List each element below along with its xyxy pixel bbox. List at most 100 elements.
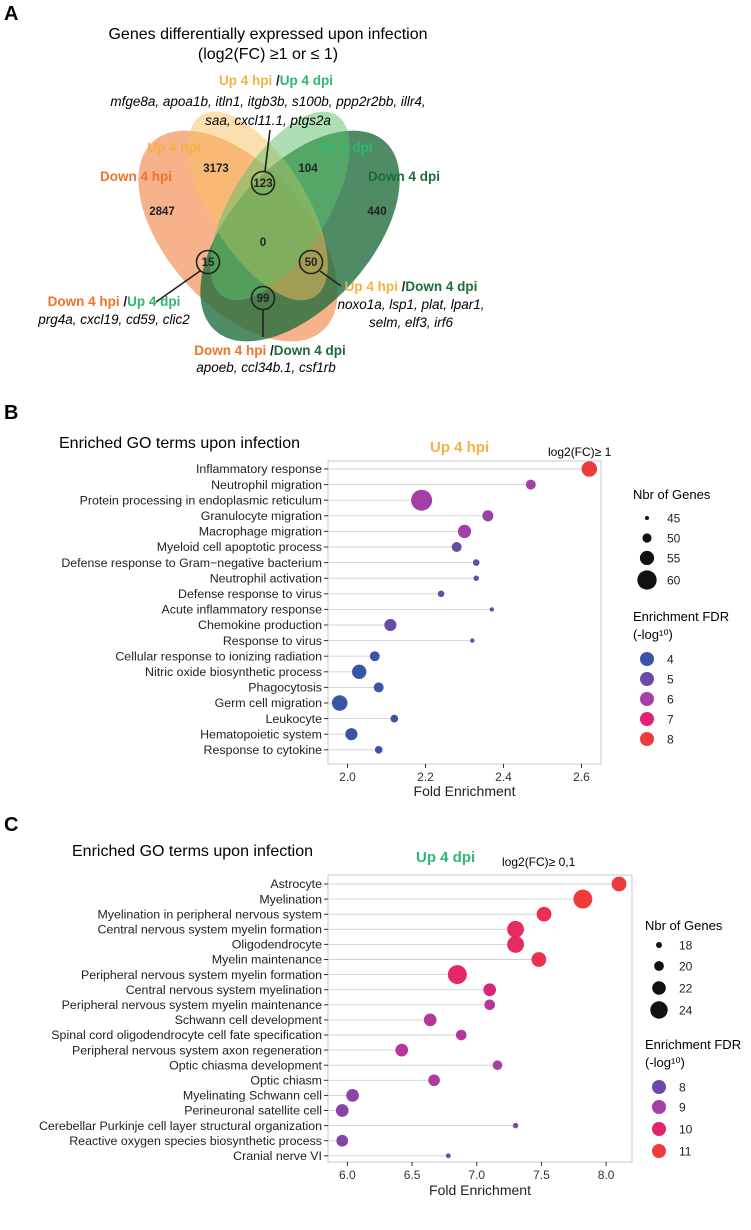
go-term-point [525, 479, 536, 490]
go-term-point [512, 1122, 519, 1129]
x-tick-label: 8.0 [598, 1168, 615, 1182]
plot-area [327, 874, 633, 1163]
panel-c-size-legend: 18 20 22 24 [650, 939, 693, 1019]
size-legend-dot [637, 570, 657, 590]
size-legend-dot [639, 550, 655, 566]
highlight-circle-50 [298, 249, 324, 275]
go-term-label: Spinal cord oligodendrocyte cell fate sp… [51, 1028, 322, 1042]
plot-area [327, 460, 602, 765]
size-legend-label: 18 [679, 939, 693, 953]
color-legend-label: 6 [667, 693, 674, 707]
count-down-4-hpi-up-4-dpi: 15 [202, 257, 215, 269]
color-legend-dot [640, 692, 654, 706]
go-term-label: Protein processing in endoplasmic reticu… [80, 493, 322, 507]
count-down-4-hpi-down-4-dpi: 99 [257, 293, 270, 305]
go-term-label: Neutrophil activation [210, 571, 322, 585]
go-term-point [345, 728, 358, 741]
go-term-point [455, 1029, 467, 1041]
go-term-label: Schwann cell development [175, 1013, 323, 1027]
x-tick-label: 7.5 [533, 1168, 550, 1182]
panel-b-size-legend-title: Nbr of Genes [633, 487, 711, 502]
go-term-label: Optic chiasma development [169, 1058, 322, 1072]
panel-letter-c: C [4, 814, 18, 836]
panel-b-plot: 2.0 2.2 2.4 2.6 Fold Enrichment Inflammatory … [61, 460, 602, 799]
go-term-point [507, 920, 524, 938]
go-term-label: Peripheral nervous system myelin formati… [81, 968, 322, 982]
go-term-point [352, 664, 367, 679]
go-term-label: Phagocytosis [248, 681, 322, 695]
go-term-point [447, 965, 467, 985]
go-term-point [390, 714, 399, 723]
callout-right-label: Up 4 hpi /Down 4 dpi [345, 279, 478, 294]
go-term-label: Astrocyte [270, 877, 322, 891]
go-term-point [611, 876, 627, 892]
go-term-point [451, 542, 462, 552]
go-term-label: Cerebellar Purkinje cell layer structura… [39, 1119, 322, 1133]
callout-top-genes-2: saa, cxcl11.1, ptgs2a [205, 113, 331, 128]
x-tick-label: 7.0 [468, 1168, 485, 1182]
go-term-label: Response to cytokine [204, 743, 323, 757]
go-term-point [492, 1060, 503, 1070]
count-up-4-hpi-down-4-dpi: 50 [305, 257, 318, 269]
size-legend-label: 24 [679, 1004, 693, 1018]
go-term-label: Reactive oxygen species biosynthetic pro… [69, 1134, 322, 1148]
go-term-point [457, 524, 472, 539]
x-tick-label: 6.0 [339, 1168, 356, 1182]
size-legend-label: 20 [679, 960, 693, 974]
go-term-label: Leukocyte [266, 712, 323, 726]
panel-c-color-legend-title: Enrichment FDR [645, 1037, 741, 1052]
go-term-label: Myelination [259, 892, 322, 906]
venn-title-line2: (log2(FC) ≥1 or ≤ 1) [198, 46, 338, 63]
ellipse-up-4-dpi [210, 111, 350, 301]
count-down-4-dpi-only: 440 [367, 206, 386, 218]
callout-top-label: Up 4 hpi /Up 4 dpi [219, 73, 333, 88]
go-term-point [482, 510, 494, 522]
go-term-point [573, 889, 593, 909]
size-legend-dot [652, 981, 666, 995]
go-term-point [445, 1153, 451, 1159]
go-term-point [331, 695, 348, 711]
callout-bottom-label: Down 4 hpi /Down 4 dpi [194, 343, 346, 358]
panel-letter-a: A [4, 3, 18, 25]
go-term-point [484, 999, 496, 1011]
size-legend-label: 45 [667, 512, 681, 526]
color-legend-dot [652, 1080, 666, 1094]
go-term-point [473, 575, 479, 581]
set-label-up-4-dpi: Up 4 dpi [319, 140, 372, 155]
go-term-point [507, 935, 524, 953]
highlight-circle-99 [250, 285, 276, 311]
go-term-point [437, 590, 445, 598]
size-legend-dot [656, 942, 662, 948]
go-term-point [395, 1043, 409, 1057]
go-term-label: Defense response to virus [178, 587, 322, 601]
panel-c-title: Enriched GO terms upon infection [72, 843, 313, 860]
go-term-label: Inflammatory response [196, 462, 322, 476]
x-tick-label: 2.4 [495, 770, 512, 784]
go-term-label: Optic chiasm [250, 1074, 322, 1088]
panel-c-size-legend-title: Nbr of Genes [645, 918, 723, 933]
go-term-label: Acute inflammatory response [162, 603, 323, 617]
panel-b-size-legend: 45 50 55 60 [637, 512, 681, 590]
x-tick-label: 2.0 [339, 770, 356, 784]
go-term-label: Cranial nerve VI [233, 1149, 322, 1163]
color-legend-dot [640, 652, 654, 666]
go-term-label: Myelin maintenance [212, 953, 322, 967]
color-legend-dot [652, 1122, 666, 1136]
size-legend-label: 22 [679, 982, 693, 996]
go-term-point [428, 1074, 440, 1087]
callout-right-genes-2: selm, elf3, irf6 [369, 315, 454, 330]
color-legend-label: 10 [679, 1123, 693, 1137]
go-term-label: Central nervous system myelin formation [98, 923, 323, 937]
size-legend-dot [642, 533, 652, 543]
go-term-point [472, 559, 480, 566]
size-legend-label: 55 [667, 552, 681, 566]
color-legend-label: 5 [667, 673, 674, 687]
set-label-up-4-hpi: Up 4 hpi [147, 140, 200, 155]
go-term-point [346, 1089, 359, 1102]
size-legend-dot [650, 1001, 668, 1019]
go-term-point [423, 1013, 437, 1027]
go-term-label: Neutrophil migration [211, 478, 322, 492]
go-term-label: Oligodendrocyte [232, 938, 322, 952]
color-legend-label: 7 [667, 713, 674, 727]
